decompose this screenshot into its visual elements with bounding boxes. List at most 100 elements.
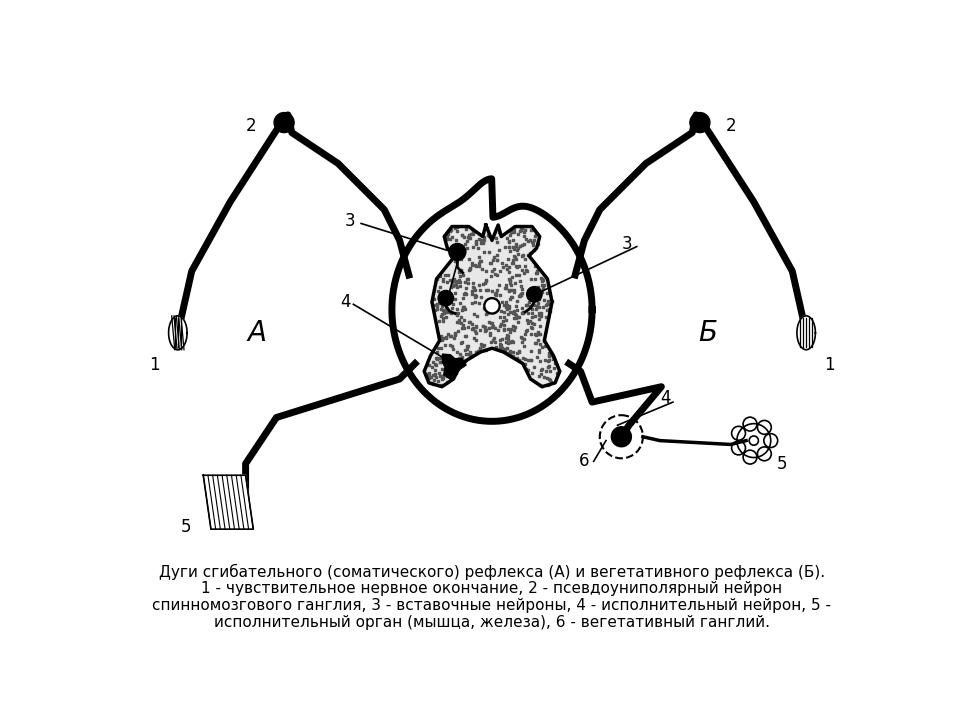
Point [428,371,444,382]
Point [453,280,468,292]
Point [465,288,480,300]
Point [519,300,535,311]
Point [492,338,507,350]
Point [430,376,445,387]
Point [449,358,465,369]
Point [516,353,531,364]
Point [530,268,545,279]
Point [472,342,488,354]
Point [438,340,453,351]
Point [516,267,532,279]
Point [488,322,503,333]
Point [526,299,541,310]
Point [465,277,480,289]
Point [435,305,450,316]
Point [462,230,477,241]
Point [475,238,491,249]
Point [484,265,499,276]
Point [436,307,451,319]
Circle shape [612,427,632,446]
Point [484,318,499,329]
Point [517,260,533,271]
Point [540,361,555,373]
Point [532,293,547,305]
Point [477,303,492,315]
Point [532,346,547,358]
Point [522,248,538,259]
Point [534,368,549,379]
Point [453,265,468,276]
Point [449,346,465,358]
Point [443,225,458,237]
Point [468,289,483,300]
Point [474,263,490,274]
Point [443,287,458,299]
Point [432,293,447,305]
Point [541,361,557,372]
Point [516,226,532,238]
Point [518,264,534,276]
Point [524,311,540,323]
Point [530,297,545,308]
Point [515,302,530,314]
Point [460,340,475,351]
Polygon shape [443,354,467,379]
Point [525,236,540,248]
Text: 5: 5 [180,518,191,536]
Point [443,330,458,342]
Point [502,241,517,253]
Point [453,297,468,309]
Point [535,282,550,294]
Point [497,241,513,253]
Point [429,359,444,371]
Point [471,279,487,291]
Point [423,377,439,389]
Point [449,310,465,321]
Point [523,345,539,356]
Point [462,262,477,274]
Point [519,300,535,311]
Point [520,318,536,329]
Point [513,224,528,235]
Point [463,264,478,275]
Point [531,301,546,312]
Point [490,269,505,281]
Point [439,305,454,316]
Point [533,320,548,332]
Point [511,311,526,323]
Point [465,241,480,253]
Point [520,307,536,319]
Point [499,342,515,354]
Point [461,322,476,333]
Point [479,274,494,286]
Point [462,233,477,244]
Point [492,266,508,277]
Point [475,340,491,351]
Point [430,342,445,354]
Point [462,351,477,362]
Point [508,238,523,250]
Point [526,361,541,373]
Point [489,341,504,353]
Point [506,286,521,297]
Point [492,339,508,351]
Point [510,242,525,253]
Point [528,337,543,348]
Point [456,289,471,300]
Point [513,225,528,237]
Point [472,325,488,336]
Point [534,364,549,376]
Point [448,279,464,290]
Point [425,356,441,368]
Point [421,373,437,384]
Point [484,286,499,297]
Point [450,364,466,375]
Text: А: А [248,319,267,347]
Point [528,228,543,239]
Point [455,356,470,367]
Point [491,300,506,311]
Point [534,275,549,287]
Point [520,250,536,261]
Point [466,228,481,240]
Point [510,304,525,315]
